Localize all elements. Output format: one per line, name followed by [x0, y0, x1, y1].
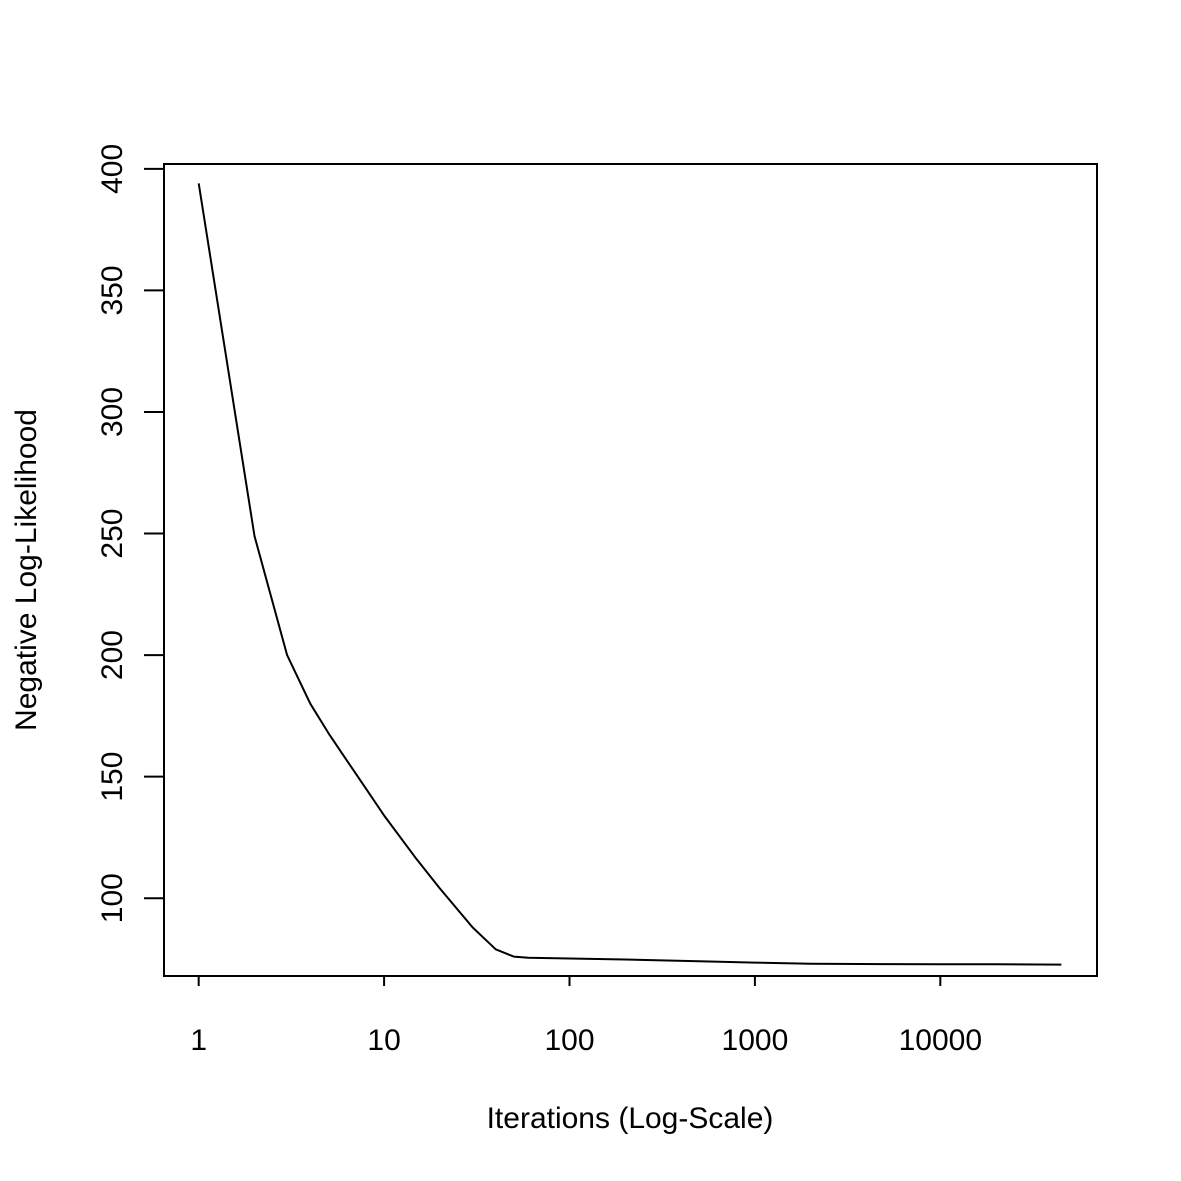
x-axis-title: Iterations (Log-Scale) [487, 1102, 774, 1135]
y-tick-label: 400 [96, 144, 129, 194]
y-tick-label: 300 [96, 387, 129, 437]
y-axis-title: Negative Log-Likelihood [10, 409, 43, 731]
series-line [197, 183, 1062, 966]
y-tick-label: 250 [96, 509, 129, 559]
x-tick-label: 1000 [722, 1024, 789, 1057]
x-tick-label: 100 [544, 1024, 594, 1057]
x-tick-label: 10000 [899, 1024, 982, 1057]
series-layer [197, 183, 1062, 966]
plot-frame [163, 163, 1098, 977]
y-axis: 100 150 200 250 300 350 400 [96, 144, 165, 923]
y-tick-label: 350 [96, 265, 129, 315]
y-tick-label: 100 [96, 873, 129, 923]
x-tick-label: 10 [367, 1024, 400, 1057]
x-tick-label: 1 [190, 1024, 207, 1057]
x-axis: 1 10 100 1000 10000 [190, 975, 982, 1057]
y-tick-label: 200 [96, 630, 129, 680]
y-tick-label: 150 [96, 752, 129, 802]
